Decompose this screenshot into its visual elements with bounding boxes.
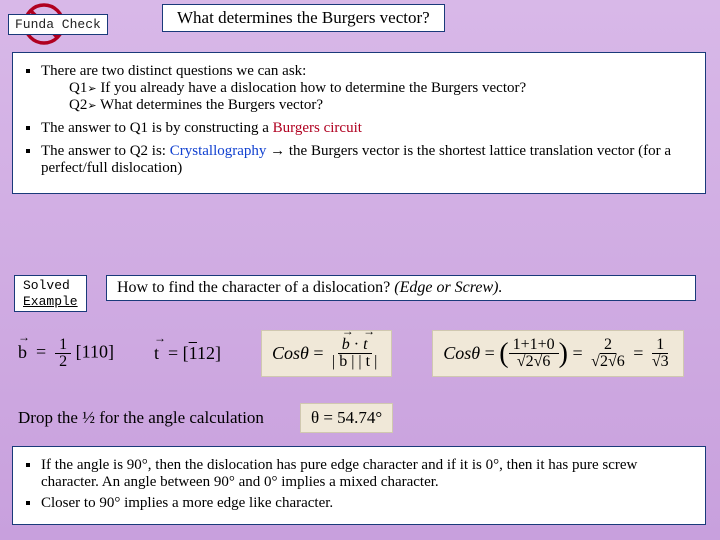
- q2-line: Q2➢ What determines the Burgers vector?: [69, 97, 695, 114]
- q2-text: What determines the Burgers vector?: [97, 97, 323, 113]
- main-content-box: There are two distinct questions we can …: [12, 52, 706, 194]
- drop-note-row: Drop the ½ for the angle calculation θ =…: [18, 403, 393, 433]
- t-1bar: 1: [189, 343, 197, 363]
- bullet-1-intro: There are two distinct questions we can …: [41, 63, 306, 79]
- b-vector-formula: b = 1 2 [110]: [18, 337, 114, 370]
- solved-example-label: Solved Example: [14, 275, 87, 312]
- b3-pre: The answer to Q2 is:: [41, 143, 170, 159]
- solved-title-pre: How to find the character of a dislocati…: [117, 279, 394, 296]
- solved-example-title: How to find the character of a dislocati…: [106, 275, 696, 301]
- mid-num: 2: [600, 337, 616, 354]
- q2-label: Q2: [69, 97, 87, 113]
- rhs-frac: 1 √3: [648, 337, 673, 370]
- paren-frac: 1+1+0 √2√6: [509, 337, 559, 370]
- b-miller: [110]: [76, 342, 114, 362]
- b2-pre: The answer to Q1 is by constructing a: [41, 120, 273, 136]
- half-frac: 1 2: [55, 337, 71, 370]
- bullet-answer-q1: The answer to Q1 is by constructing a Bu…: [41, 120, 695, 137]
- bottom-b1: If the angle is 90°, then the dislocatio…: [41, 457, 695, 491]
- q1-text: If you already have a dislocation how to…: [97, 80, 527, 96]
- cos-eval-formula: Cosθ = ( 1+1+0 √2√6 ) = 2 √2√6 = 1 √3: [432, 330, 683, 377]
- arrow-icon: ➢: [87, 83, 96, 95]
- q1-line: Q1➢ If you already have a dislocation ho…: [69, 80, 695, 97]
- rhs-num: 1: [652, 337, 668, 354]
- solved-l2: Example: [23, 294, 78, 310]
- theta-result: θ = 54.74°: [300, 403, 393, 433]
- den: 2: [55, 354, 71, 370]
- t-miller-rest: 12]: [197, 343, 221, 363]
- paren-num: 1+1+0: [509, 337, 559, 354]
- cos-lhs: Cosθ: [272, 343, 309, 364]
- slide-title: What determines the Burgers vector?: [162, 4, 445, 32]
- paren-den: √2√6: [513, 354, 555, 370]
- formula-row: b = 1 2 [110] t = [112] Cosθ = b · t | b…: [18, 330, 684, 377]
- cos-def-frac: b · t | b | | t |: [328, 337, 381, 370]
- t-vector-formula: t = [112]: [154, 343, 221, 364]
- drop-note: Drop the ½ for the angle calculation: [18, 408, 264, 428]
- bottom-b2: Closer to 90° implies a more edge like c…: [41, 495, 695, 512]
- num: 1: [55, 337, 71, 354]
- cos-def-num: b · t: [338, 337, 372, 354]
- funda-check-label: Funda Check: [8, 14, 108, 35]
- bullet-answer-q2: The answer to Q2 is: Crystallography → t…: [41, 143, 695, 177]
- cos-def-den: | b | | t |: [328, 354, 381, 370]
- cos-lhs2: Cosθ: [443, 343, 480, 364]
- q1-label: Q1: [69, 80, 87, 96]
- solved-l1: Solved: [23, 278, 78, 294]
- mid-frac: 2 √2√6: [587, 337, 629, 370]
- cos-def-formula: Cosθ = b · t | b | | t |: [261, 330, 392, 377]
- solved-title-ital: (Edge or Screw).: [394, 279, 502, 296]
- bottom-content-box: If the angle is 90°, then the dislocatio…: [12, 446, 706, 525]
- vec-b: b: [18, 342, 27, 363]
- arrow-icon: ➢: [87, 100, 96, 112]
- crystallography-link: Crystallography: [170, 143, 267, 159]
- rhs-den: √3: [648, 354, 673, 370]
- bullet-questions: There are two distinct questions we can …: [41, 63, 695, 114]
- vec-t: t: [154, 343, 159, 364]
- mid-den: √2√6: [587, 354, 629, 370]
- burgers-circuit-link: Burgers circuit: [273, 120, 362, 136]
